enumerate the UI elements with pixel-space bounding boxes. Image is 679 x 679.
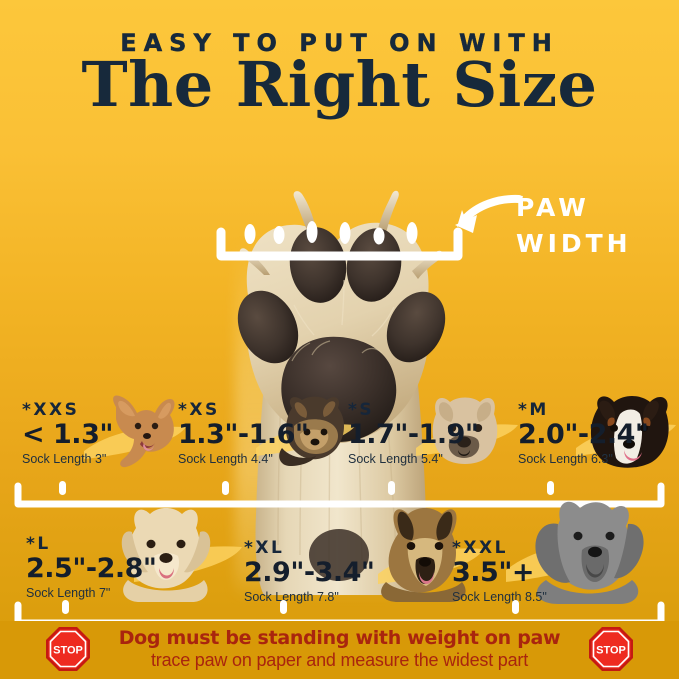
sock-length: Sock Length 4.4" xyxy=(178,452,273,467)
banner-secondary-text: trace paw on paper and measure the wides… xyxy=(150,650,529,670)
great-dane-thumbnail xyxy=(535,501,644,604)
size-range: 1.3"-1.6" xyxy=(178,419,309,450)
yorkshire-terrier-thumbnail xyxy=(279,396,344,466)
sock-length: Sock Length 5.4" xyxy=(348,452,443,467)
bernese-mountain-dog-thumbnail xyxy=(590,396,669,468)
callout-line-2: WIDTH xyxy=(516,229,632,259)
page-kicker: EASY TO PUT ON WITH xyxy=(120,29,559,57)
left-arrow-icon xyxy=(455,194,523,233)
german-shepherd-thumbnail xyxy=(381,508,466,602)
size-row-2: *L 2.5"-2.8" Sock Length 7" *XL 2.9"-3.4… xyxy=(0,501,679,604)
paw-width-bracket-icon xyxy=(216,221,463,261)
stop-sign-icon-left: STOP xyxy=(46,627,90,671)
size-row-1: *XXS < 1.3" Sock Length 3" *XS 1.3"-1.6"… xyxy=(0,392,679,478)
french-bulldog-thumbnail xyxy=(432,397,498,464)
size-range: 2.0"-2.4" xyxy=(518,419,649,450)
instruction-banner: Dog must be standing with weight on paw … xyxy=(0,621,679,679)
size-code: *M xyxy=(518,400,549,420)
size-code: *XXS xyxy=(22,400,80,420)
size-range: 1.7"-1.9" xyxy=(348,419,479,450)
size-code: *XS xyxy=(178,400,220,420)
size-range: 3.5"+ xyxy=(452,557,535,588)
sock-length: Sock Length 6.3" xyxy=(518,452,613,467)
size-code: *S xyxy=(348,400,375,420)
size-range: 2.5"-2.8" xyxy=(26,553,157,584)
size-scale-bracket-top xyxy=(14,481,665,508)
stop-sign-label: STOP xyxy=(53,645,83,657)
size-code: *XXL xyxy=(452,538,508,558)
sock-length: Sock Length 7.8" xyxy=(244,590,339,605)
size-code: *XL xyxy=(244,538,285,558)
sock-length: Sock Length 8.5" xyxy=(452,590,547,605)
banner-primary-text: Dog must be standing with weight on paw xyxy=(118,627,561,649)
sock-length: Sock Length 3" xyxy=(22,452,107,467)
page-title: The Right Size xyxy=(81,48,598,121)
stop-sign-icon-right: STOP xyxy=(589,627,633,671)
paw-width-callout: PAW WIDTH xyxy=(516,190,666,263)
size-code: *L xyxy=(26,534,51,554)
chihuahua-thumbnail xyxy=(113,395,175,468)
callout-line-1: PAW xyxy=(516,193,590,222)
stop-sign-label: STOP xyxy=(596,645,626,657)
size-range: < 1.3" xyxy=(22,419,113,450)
sock-length: Sock Length 7" xyxy=(26,586,111,601)
golden-retriever-thumbnail xyxy=(121,508,211,602)
size-range: 2.9"-3.4" xyxy=(244,557,375,588)
